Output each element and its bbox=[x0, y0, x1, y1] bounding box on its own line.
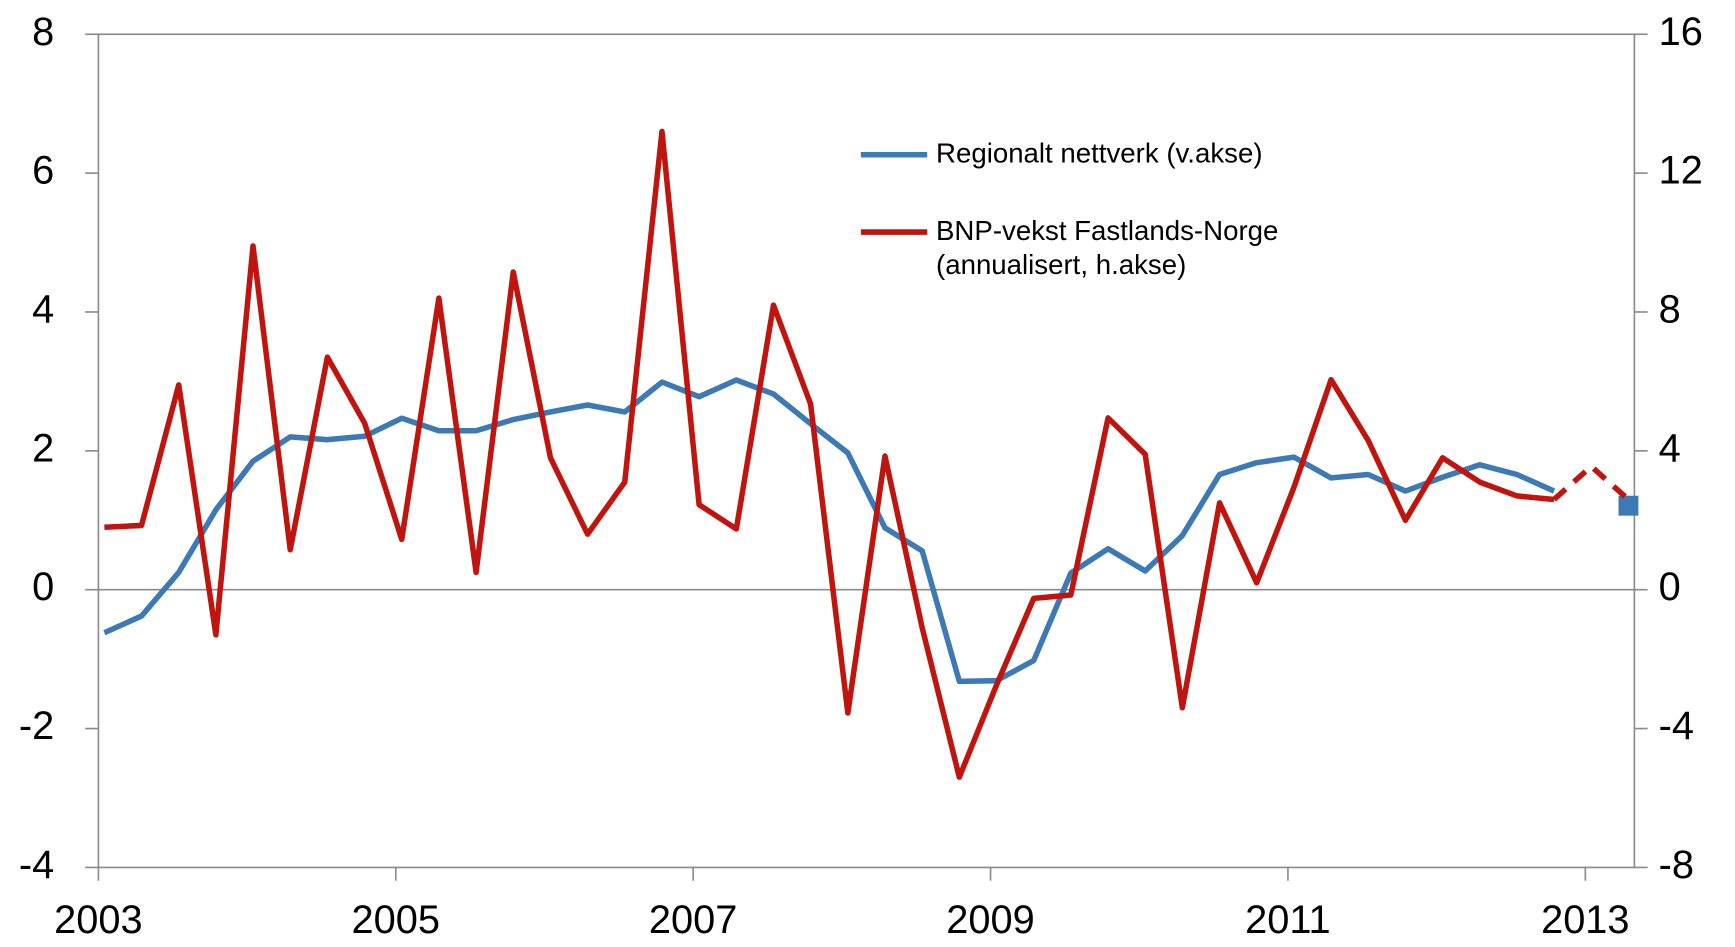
y-tick-label: 6 bbox=[32, 149, 54, 193]
legend-label: BNP-vekst Fastlands-Norge (annualisert, … bbox=[936, 215, 1279, 281]
x-tick-label: 2007 bbox=[649, 898, 737, 942]
series-line bbox=[103, 377, 1556, 685]
y-tick-label: 0 bbox=[32, 565, 54, 609]
y2-tick-label: 16 bbox=[1659, 10, 1703, 54]
series-line bbox=[104, 128, 1555, 780]
y-tick-label: -2 bbox=[19, 704, 54, 748]
y-tick-label: -4 bbox=[19, 843, 54, 887]
y2-tick-label: -4 bbox=[1659, 704, 1694, 748]
point-marker bbox=[1618, 495, 1639, 516]
legend-label: Regionalt nettverk (v.akse) bbox=[936, 138, 1263, 170]
x-tick-label: 2003 bbox=[54, 898, 142, 942]
x-tick-label: 2013 bbox=[1541, 898, 1629, 942]
y-tick-label: 4 bbox=[32, 287, 54, 331]
x-tick-label: 2005 bbox=[352, 898, 440, 942]
series-line bbox=[1552, 463, 1631, 502]
y2-tick-label: -8 bbox=[1659, 843, 1694, 887]
y2-tick-label: 0 bbox=[1659, 565, 1681, 609]
legend-entry: Regionalt nettverk (v.akse) bbox=[936, 138, 1263, 170]
legend-entry: BNP-vekst Fastlands-Norge (annualisert, … bbox=[936, 215, 1279, 281]
x-tick-label: 2011 bbox=[1245, 898, 1331, 942]
y-tick-label: 8 bbox=[32, 10, 54, 54]
x-tick-label: 2009 bbox=[946, 898, 1034, 942]
y2-tick-label: 8 bbox=[1659, 287, 1681, 331]
y2-tick-label: 4 bbox=[1659, 426, 1681, 470]
y-tick-label: 2 bbox=[32, 426, 54, 470]
y2-tick-label: 12 bbox=[1659, 149, 1703, 193]
